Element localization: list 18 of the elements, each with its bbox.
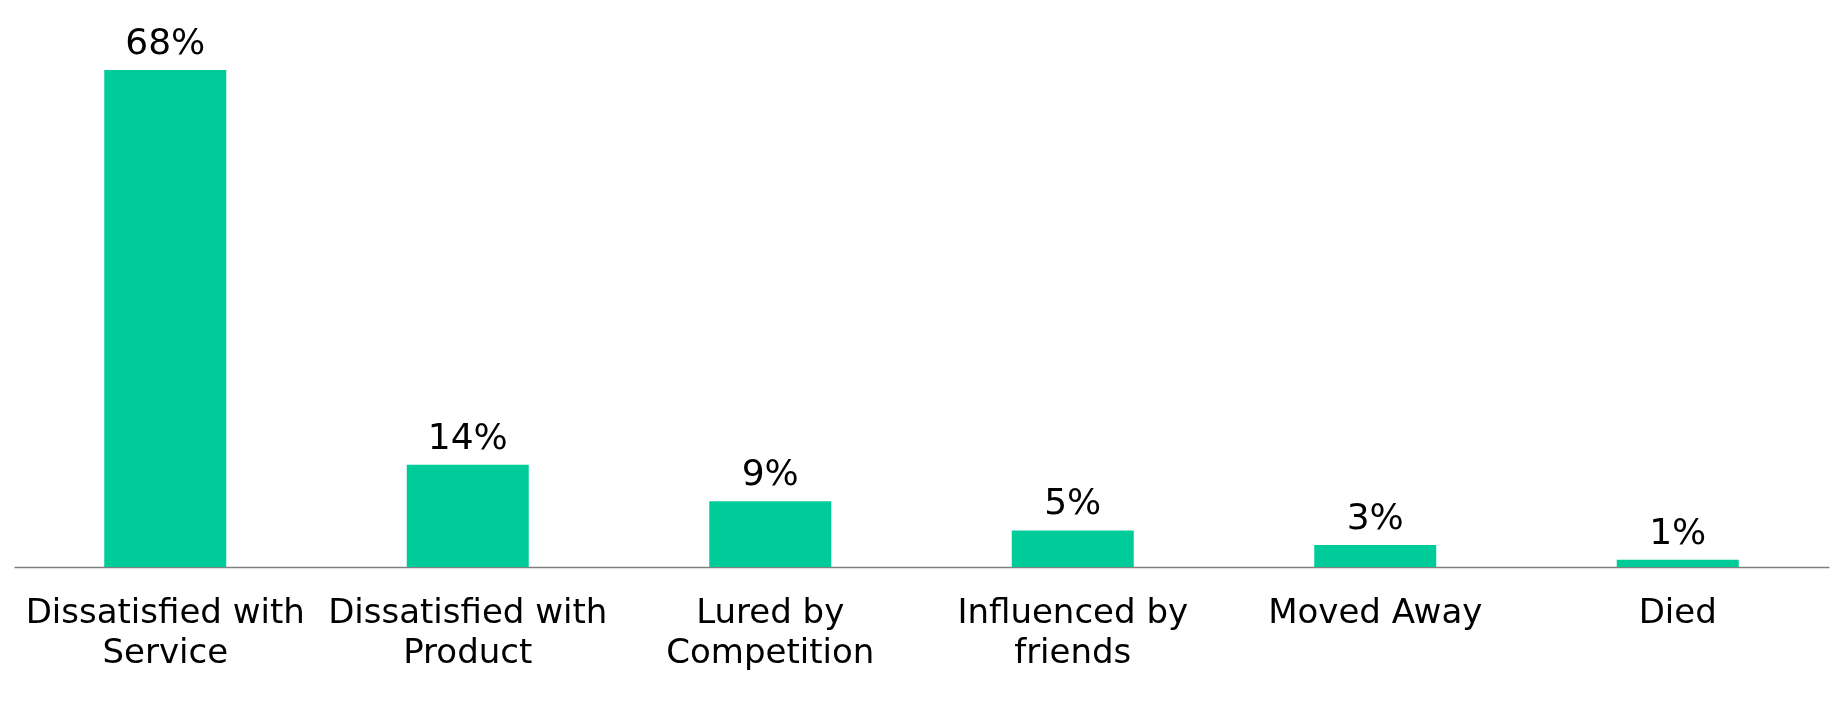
x-tick-label: Lured by Competition <box>666 590 875 671</box>
x-tick-label: Died <box>1638 590 1717 631</box>
x-tick-label: Influenced by friends <box>957 590 1189 671</box>
data-label: 1% <box>1649 510 1707 552</box>
bar <box>1616 559 1739 567</box>
data-label: 3% <box>1346 496 1404 538</box>
bar <box>104 70 227 567</box>
bar <box>709 501 832 567</box>
bar <box>1011 530 1134 567</box>
x-tick-label: Moved Away <box>1268 590 1483 631</box>
data-label: 68% <box>125 21 206 62</box>
bar <box>406 464 529 567</box>
x-tick-label: Dissatisfied with Service <box>25 590 305 671</box>
data-label: 5% <box>1044 481 1102 523</box>
data-label: 9% <box>741 452 799 494</box>
data-label: 14% <box>427 415 508 457</box>
bar <box>1314 545 1437 567</box>
x-tick-label: Dissatisfied with Product <box>328 590 608 671</box>
